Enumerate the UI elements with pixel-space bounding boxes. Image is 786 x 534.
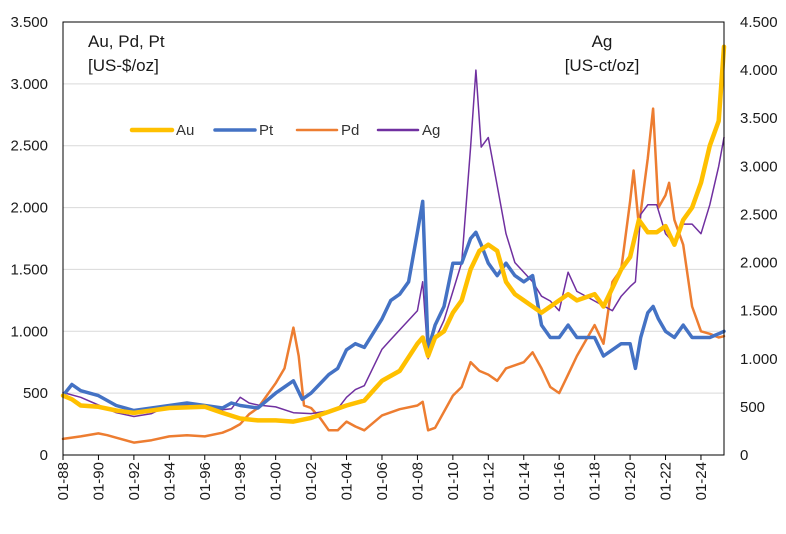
axes bbox=[62, 21, 725, 460]
left-tick-label-6: 3.000 bbox=[10, 76, 48, 93]
x-tick-label-11: 01-10 bbox=[445, 462, 462, 500]
x-tick-label-16: 01-20 bbox=[622, 462, 639, 500]
left-tick-label-2: 1.000 bbox=[10, 323, 48, 340]
x-tick-label-7: 01-02 bbox=[303, 462, 320, 500]
x-tick-label-13: 01-14 bbox=[516, 462, 533, 500]
x-tick-label-8: 01-04 bbox=[339, 462, 356, 500]
left-axis-tick-labels: 0 500 1.000 1.500 2.000 2.500 3.000 3.500 bbox=[10, 14, 48, 464]
right-tick-label-3: 1.500 bbox=[740, 303, 778, 320]
right-axis-tick-labels: 0 500 1.000 1.500 2.000 2.500 3.000 3.500 4.000 4… bbox=[740, 14, 778, 464]
legend: Au Pt Pd Ag bbox=[129, 122, 440, 139]
right-tick-label-7: 3.500 bbox=[740, 110, 778, 127]
x-tick-label-14: 01-16 bbox=[551, 462, 568, 500]
left-tick-label-4: 2.000 bbox=[10, 200, 48, 217]
right-tick-label-6: 3.000 bbox=[740, 158, 778, 175]
legend-label-pt: Pt bbox=[259, 122, 274, 139]
series-line-pt bbox=[61, 199, 726, 413]
left-tick-label-7: 3.500 bbox=[10, 14, 48, 31]
right-tick-label-9: 4.500 bbox=[740, 14, 778, 31]
x-tick-label-9: 01-06 bbox=[374, 462, 391, 500]
left-tick-label-1: 500 bbox=[23, 385, 48, 402]
series-line-au bbox=[60, 44, 727, 424]
left-tick-label-0: 0 bbox=[40, 447, 48, 464]
x-tick-label-0: 01-88 bbox=[55, 462, 72, 500]
x-tick-label-17: 01-22 bbox=[658, 462, 675, 500]
right-tick-label-2: 1.000 bbox=[740, 351, 778, 368]
x-tick-label-15: 01-18 bbox=[587, 462, 604, 500]
left-axis-label-line1: Au, Pd, Pt bbox=[88, 32, 165, 51]
right-tick-label-4: 2.000 bbox=[740, 255, 778, 272]
right-tick-label-5: 2.500 bbox=[740, 206, 778, 223]
series-lines bbox=[60, 44, 727, 444]
left-axis-label-line2: [US-$/oz] bbox=[88, 56, 159, 75]
left-tick-label-5: 2.500 bbox=[10, 138, 48, 155]
x-tick-label-6: 01-00 bbox=[268, 462, 285, 500]
legend-label-ag: Ag bbox=[422, 122, 440, 139]
plot-area-border bbox=[62, 21, 725, 456]
right-axis-label-line2: [US-ct/oz] bbox=[565, 56, 640, 75]
legend-label-au: Au bbox=[176, 122, 194, 139]
right-axis-label-line1: Ag bbox=[592, 32, 613, 51]
x-tick-label-1: 01-90 bbox=[90, 462, 107, 500]
x-tick-label-5: 01-98 bbox=[232, 462, 249, 500]
x-tick-label-10: 01-08 bbox=[409, 462, 426, 500]
right-tick-label-0: 0 bbox=[740, 447, 748, 464]
x-tick-label-12: 01-12 bbox=[480, 462, 497, 500]
right-tick-label-1: 500 bbox=[740, 399, 765, 416]
x-tick-label-18: 01-24 bbox=[693, 462, 710, 500]
legend-label-pd: Pd bbox=[341, 122, 359, 139]
series-line-pd bbox=[61, 107, 726, 444]
left-tick-label-3: 1.500 bbox=[10, 261, 48, 278]
x-axis-tick-labels: 01-88 01-90 01-92 01-94 01-96 01-98 01-00 01-02… bbox=[55, 462, 710, 500]
x-tick-label-4: 01-96 bbox=[197, 462, 214, 500]
x-tick-label-2: 01-92 bbox=[126, 462, 143, 500]
x-tick-label-3: 01-94 bbox=[161, 462, 178, 500]
right-tick-label-8: 4.000 bbox=[740, 62, 778, 79]
